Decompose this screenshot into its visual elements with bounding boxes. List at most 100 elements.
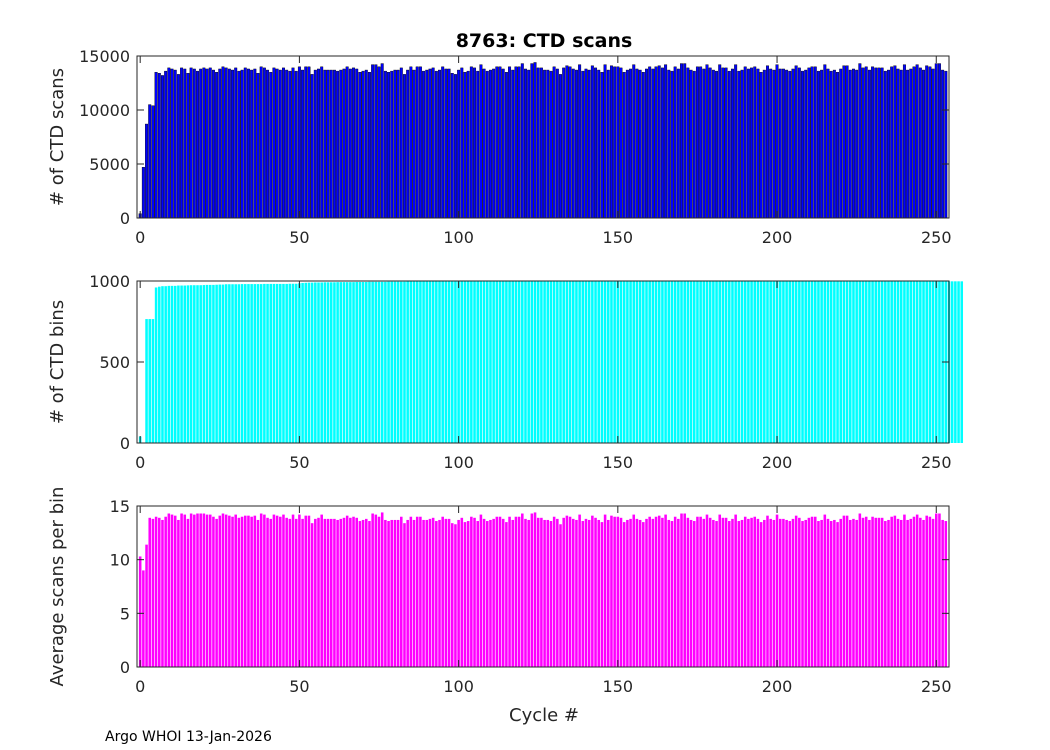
scans-bar <box>918 67 922 219</box>
scans-bar <box>288 70 292 219</box>
scans-bar <box>597 69 601 219</box>
scans-bar <box>584 68 588 219</box>
scans-bar <box>670 70 674 219</box>
scans-bar <box>345 66 349 219</box>
scans-y-tick-label: 0 <box>120 209 130 228</box>
scans-bar <box>689 69 693 219</box>
scans-bar <box>934 63 938 219</box>
bins-bar <box>301 282 304 443</box>
scans-per-bin-bar <box>263 514 266 667</box>
bins-bar <box>778 281 782 443</box>
bins-bar <box>320 282 323 443</box>
scans-bar <box>915 64 919 219</box>
bins-bar <box>234 284 237 443</box>
bins-bar <box>575 281 578 443</box>
chart-title: 8763: CTD scans <box>456 30 633 52</box>
bins-bar <box>228 284 231 443</box>
scans-bar <box>641 71 645 219</box>
scans-per-bin-bar <box>861 517 865 667</box>
scans-per-bin-bar <box>855 519 858 667</box>
bins-bar <box>616 281 620 443</box>
scans-per-bin-bar <box>686 517 690 667</box>
scans-per-bin-bar <box>708 517 712 667</box>
scans-per-bin-bar <box>329 518 333 667</box>
bins-bar <box>807 281 811 443</box>
bins-bar <box>791 281 795 443</box>
bins-bar <box>470 281 473 443</box>
scans-per-bin-bar <box>234 514 237 667</box>
scans-per-bin-bar <box>444 518 448 667</box>
bins-bar <box>193 285 196 443</box>
scans-per-bin-bar <box>737 521 741 667</box>
scans-y-ticks: 0 5000 10000 15000 <box>79 47 949 228</box>
scans-per-bin-x-tick-label: 50 <box>289 677 309 696</box>
scans-bar <box>625 69 629 219</box>
bins-bar <box>565 281 569 443</box>
bins-bar <box>164 286 167 443</box>
bins-bar <box>428 281 432 443</box>
scans-bar <box>157 73 161 219</box>
bins-bar <box>479 281 483 443</box>
scans-per-bin-bar <box>221 513 225 667</box>
scans-per-bin-bar <box>492 518 495 667</box>
scans-per-bin-bar <box>323 518 327 667</box>
bins-bar <box>756 281 760 443</box>
scans-per-bin-bar <box>887 519 890 667</box>
scans-per-bin-bar <box>670 521 674 667</box>
bins-bar <box>912 281 916 443</box>
scans-per-bin-bar <box>212 516 215 667</box>
scans-per-bin-bar <box>422 519 425 667</box>
scans-bar <box>565 65 569 219</box>
bins-bar <box>447 281 451 443</box>
scans-bar <box>170 68 174 219</box>
scans-bar <box>912 66 916 219</box>
bins-bar <box>489 281 492 443</box>
bins-bar <box>938 281 941 443</box>
scans-per-bin-bar <box>912 516 916 667</box>
bins-bar <box>667 281 671 443</box>
scans-bar <box>887 69 890 219</box>
scans-per-bin-bar <box>836 522 839 667</box>
scans-bar <box>893 65 897 219</box>
scans-bar <box>428 68 432 219</box>
bins-bar <box>858 281 862 443</box>
scans-bar <box>660 67 664 219</box>
scans-per-bin-bar <box>403 523 406 667</box>
bins-bar <box>444 281 448 443</box>
scans-bar <box>192 68 196 219</box>
bins-bar <box>505 281 508 443</box>
scans-per-bin-bar <box>591 515 594 667</box>
scans-bar <box>348 68 352 219</box>
bins-bar <box>568 281 572 443</box>
scans-bar <box>622 71 626 219</box>
scans-y-tick-label: 15000 <box>79 47 130 66</box>
scans-bar <box>441 66 445 219</box>
scans-per-bin-bar <box>352 516 355 667</box>
scans-bar <box>145 123 149 219</box>
scans-bar <box>543 69 547 219</box>
scans-bar <box>680 63 683 219</box>
scans-bar <box>603 64 607 219</box>
bins-bar <box>259 284 263 443</box>
scans-per-bin-bar <box>457 519 460 667</box>
bins-bar <box>743 281 747 443</box>
bins-bar <box>326 282 330 443</box>
scans-y-tick-label: 5000 <box>89 155 130 174</box>
scans-per-bin-bar <box>208 514 212 667</box>
scans-per-bin-bar <box>358 521 362 667</box>
scans-per-bin-bar <box>622 522 626 667</box>
bins-bar <box>578 281 581 443</box>
bins-bar <box>782 281 785 443</box>
bins-bar <box>406 281 409 443</box>
scans-bar <box>173 69 177 219</box>
scans-per-bin-bar <box>215 518 218 667</box>
scans-bar <box>160 75 164 219</box>
scans-per-bin-bar <box>259 513 263 667</box>
bins-bar <box>524 281 527 443</box>
scans-bar <box>578 64 582 219</box>
scans-per-bin-bar <box>903 514 906 667</box>
scans-per-bin-bar <box>285 517 288 667</box>
scans-per-bin-x-tick-label: 150 <box>603 677 634 696</box>
scans-per-bin-bar <box>470 516 473 667</box>
scans-bar <box>202 67 206 219</box>
